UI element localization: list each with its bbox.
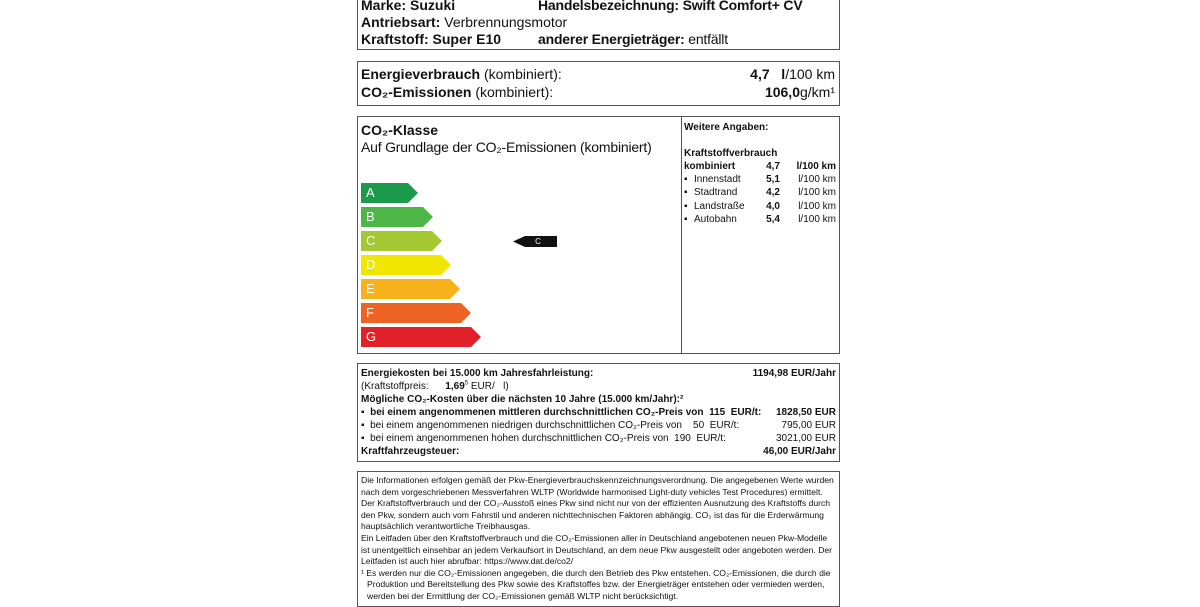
combined-row: kombiniert 4,7 l/100 km [684, 161, 836, 172]
co2-cost-item: ▪ bei einem angenommenen niedrigen durch… [361, 420, 836, 431]
co2-cost-item: ▪ bei einem angenommenen hohen durchschn… [361, 433, 836, 444]
anderer-energietraeger: anderer Energieträger: entfällt [538, 31, 728, 47]
co2-class-bar-g: G [361, 327, 481, 347]
co2-class-bar-b: B [361, 207, 433, 227]
consumption-item: ▪ Autobahn 5,4 l/100 km [684, 213, 836, 225]
costs-box: Energiekosten bei 15.000 km Jahresfahrle… [357, 363, 840, 462]
energy-costs: Energiekosten bei 15.000 km Jahresfahrle… [361, 368, 836, 379]
co2-class-bar-f: F [361, 303, 471, 323]
co2-class-title: CO₂-Klasse [361, 122, 439, 138]
antriebsart: Antriebsart: Verbrennungsmotor [361, 14, 568, 30]
fuel-consumption-heading: Kraftstoffverbrauch [684, 148, 778, 159]
fuel-price: (Kraftstoffpreis: 1,695 EUR/ l) [361, 380, 509, 392]
co2-class-box: CO₂-Klasse Auf Grundlage der CO₂-Emissio… [357, 116, 840, 354]
consumption-item: ▪ Innenstadt 5,1 l/100 km [684, 174, 836, 185]
consumption-item: ▪ Landstraße 4,0 l/100 km [684, 200, 836, 212]
co2-costs-heading: Mögliche CO₂-Kosten über die nächsten 10… [361, 394, 684, 405]
footnote-p1: Die Informationen erfolgen gemäß der Pkw… [361, 475, 834, 532]
energy-consumption: Energieverbrauch (kombiniert): 4,7 l/100 … [361, 66, 835, 82]
co2-class-bar-c: C [361, 231, 442, 251]
handelsbezeichnung: Handelsbezeichnung: Swift Comfort+ CV [538, 0, 803, 13]
consumption-box: Energieverbrauch (kombiniert): 4,7 l/100 … [357, 61, 840, 106]
footnote-box: Die Informationen erfolgen gemäß der Pkw… [357, 471, 840, 607]
current-class-marker: C [513, 236, 557, 247]
divider [681, 117, 682, 353]
co2-class-subtitle: Auf Grundlage der CO₂-Emissionen (kombin… [361, 139, 652, 155]
further-title: Weitere Angaben: [684, 122, 769, 133]
footnote-p2: Ein Leitfaden über den Kraftstoffverbrau… [361, 532, 833, 567]
co2-class-bar-a: A [361, 183, 418, 203]
co2-class-bar-e: E [361, 279, 460, 299]
co2-emissions: CO₂-Emissionen (kombiniert): 106,0g/km¹ [361, 84, 835, 100]
vehicle-tax: Kraftfahrzeugsteuer: 46,00 EUR/Jahr [361, 446, 836, 457]
marke: Marke: Suzuki [361, 0, 456, 13]
footnote-p3: ¹ Es werden nur die CO₂-Emissionen angeg… [361, 567, 831, 601]
vehicle-info-box: Marke: Suzuki Handelsbezeichnung: Swift … [357, 0, 840, 50]
consumption-item: ▪ Stadtrand 4,2 l/100 km [684, 187, 836, 199]
co2-cost-item: ▪ bei einem angenommenen mittleren durch… [361, 407, 836, 418]
kraftstoff: Kraftstoff: Super E10 [361, 31, 502, 47]
co2-class-bar-d: D [361, 255, 451, 275]
